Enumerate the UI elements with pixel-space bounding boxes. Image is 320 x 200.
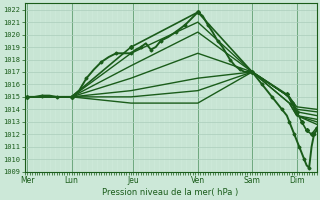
X-axis label: Pression niveau de la mer( hPa ): Pression niveau de la mer( hPa ) xyxy=(102,188,239,197)
